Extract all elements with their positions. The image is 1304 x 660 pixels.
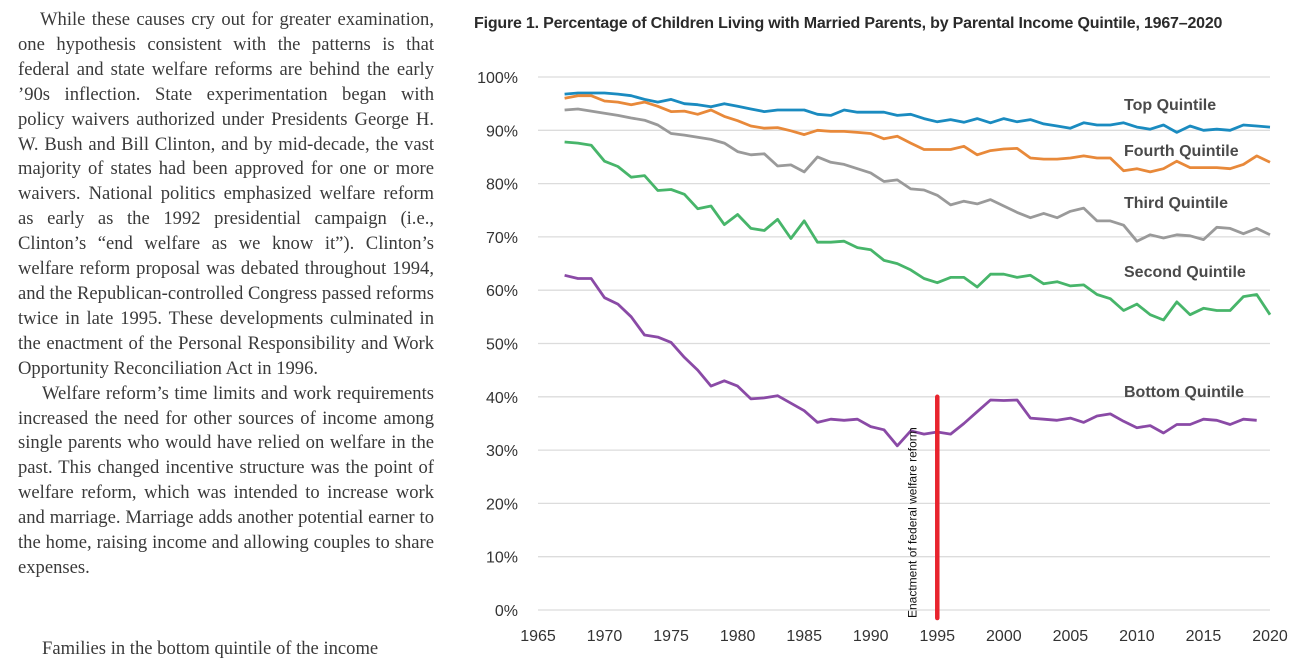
series-label: Third Quintile	[1124, 195, 1228, 212]
series-label: Bottom Quintile	[1124, 384, 1244, 401]
y-tick-label: 20%	[486, 496, 518, 513]
y-tick-label: 90%	[486, 123, 518, 140]
series-line-second-quintile	[564, 140, 1272, 322]
x-tick-label: 1980	[720, 628, 756, 645]
article-text-column: While these causes cry out for greater e…	[18, 8, 434, 581]
series-line-top-quintile	[564, 91, 1271, 134]
y-tick-label: 70%	[486, 230, 518, 247]
y-tick-label: 60%	[486, 283, 518, 300]
x-tick-label: 1995	[919, 628, 955, 645]
y-tick-label: 80%	[486, 177, 518, 194]
x-tick-label: 1970	[587, 628, 623, 645]
series-line-fourth-quintile	[564, 94, 1271, 174]
series-label: Top Quintile	[1124, 97, 1216, 114]
series-line-bottom-quintile	[564, 273, 1257, 448]
x-tick-label: 1965	[520, 628, 556, 645]
x-tick-label: 2020	[1252, 628, 1288, 645]
x-tick-label: 2015	[1186, 628, 1222, 645]
figure-title: Figure 1. Percentage of Children Living …	[474, 15, 1223, 32]
y-tick-label: 40%	[486, 390, 518, 407]
x-tick-label: 1990	[853, 628, 889, 645]
article-cut-off-line: Families in the bottom quintile of the i…	[42, 638, 379, 659]
x-tick-label: 1975	[653, 628, 689, 645]
series-label: Fourth Quintile	[1124, 143, 1239, 160]
y-tick-label: 10%	[486, 550, 518, 567]
x-tick-label: 2000	[986, 628, 1022, 645]
y-tick-label: 50%	[486, 337, 518, 354]
series-line-third-quintile	[564, 107, 1271, 243]
y-tick-label: 100%	[477, 70, 518, 87]
series-label: Second Quintile	[1124, 264, 1246, 281]
figure-container: Figure 1. Percentage of Children Living …	[474, 14, 1294, 654]
x-tick-label: 1985	[786, 628, 822, 645]
x-tick-label: 2005	[1053, 628, 1089, 645]
line-chart: 0% 10% 20% 30% 40% 50% 60% 70% 80% 90% 100% 1965 197…	[477, 70, 1288, 645]
article-paragraph-1: While these causes cry out for greater e…	[18, 9, 434, 379]
article-paragraph-2: Welfare reform’s time limits and work re…	[18, 382, 434, 578]
x-tick-label: 2010	[1119, 628, 1155, 645]
y-tick-label: 30%	[486, 443, 518, 460]
y-tick-label: 0%	[495, 603, 518, 620]
annotation-label: Enactment of federal welfare reform	[905, 427, 919, 618]
